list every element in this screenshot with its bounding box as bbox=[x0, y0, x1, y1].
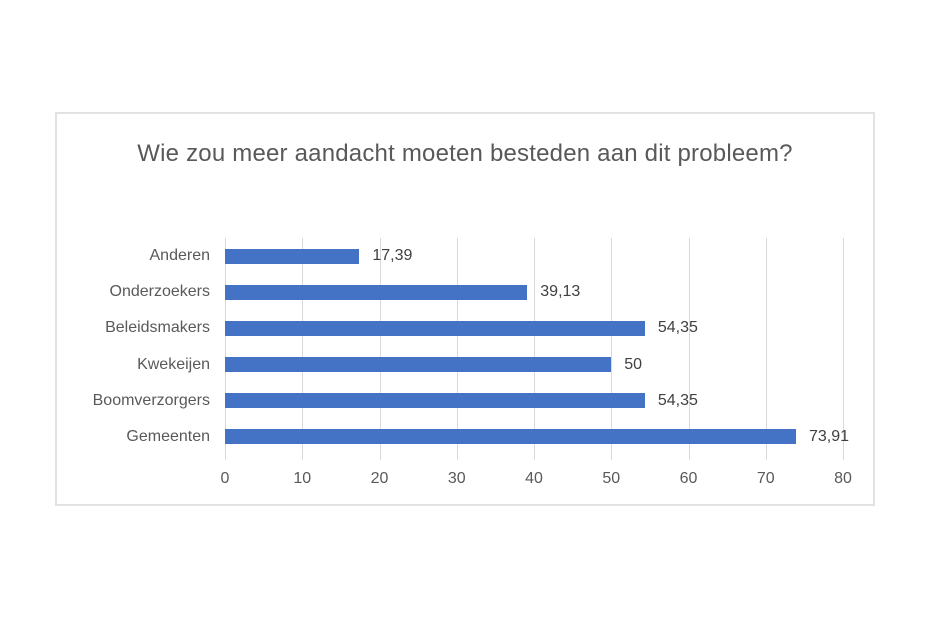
gridline bbox=[611, 238, 613, 460]
x-axis-tick-label: 10 bbox=[293, 470, 312, 487]
category-label: Kwekeijen bbox=[137, 355, 210, 373]
bar-row: Anderen 17,39 bbox=[57, 238, 843, 274]
bar bbox=[225, 320, 645, 336]
value-label: 39,13 bbox=[540, 283, 581, 301]
bar bbox=[225, 429, 796, 445]
gridline bbox=[302, 238, 304, 460]
gridline bbox=[765, 238, 767, 460]
category-label: Gemeenten bbox=[126, 427, 210, 445]
gridline bbox=[843, 238, 844, 460]
gridline bbox=[688, 238, 690, 460]
value-label: 50 bbox=[624, 355, 643, 373]
x-axis-tick-label: 60 bbox=[679, 470, 698, 487]
x-axis-tick-label: 40 bbox=[525, 470, 543, 487]
bar-chart: Wie zou meer aandacht moeten besteden aa… bbox=[55, 112, 875, 506]
x-axis-tick-label: 50 bbox=[602, 470, 621, 487]
bar bbox=[225, 284, 528, 300]
bar-row: Gemeenten 73,91 bbox=[57, 419, 849, 455]
bar-track: 17,39 bbox=[225, 247, 843, 265]
bar-track: 50 bbox=[225, 355, 843, 373]
gridline bbox=[534, 238, 535, 460]
bar-row: Onderzoekers 39,13 bbox=[57, 274, 843, 310]
bar-row: Boomverzorgers 54,35 bbox=[57, 383, 843, 419]
bar-track: 54,35 bbox=[225, 319, 843, 337]
x-axis-tick-label: 30 bbox=[447, 470, 466, 487]
x-axis-tick-label: 20 bbox=[370, 470, 389, 487]
bar-rows: Anderen 17,39 Onderzoekers 39,13 Beleidsmake… bbox=[57, 238, 849, 455]
bar-row: Beleidsmakers 54,35 bbox=[57, 310, 843, 346]
value-label: 54,35 bbox=[657, 319, 698, 337]
bar-track: 73,91 bbox=[225, 428, 849, 445]
value-label: 17,39 bbox=[372, 247, 413, 265]
plot-area: 0 10 20 30 40 50 60 70 80 Anderen 17,39 Onderzoeke… bbox=[57, 238, 873, 487]
category-label: Boomverzorgers bbox=[92, 391, 210, 409]
x-axis-tick-label: 80 bbox=[834, 470, 852, 487]
bar bbox=[225, 393, 645, 409]
gridline bbox=[379, 238, 381, 460]
value-label: 73,91 bbox=[808, 427, 849, 445]
gridline bbox=[225, 238, 226, 460]
bar-track: 54,35 bbox=[225, 391, 843, 409]
x-axis-tick-label: 70 bbox=[756, 470, 775, 487]
bar-row: Kwekeijen 50 bbox=[57, 347, 843, 383]
category-label: Anderen bbox=[149, 247, 211, 265]
gridline bbox=[456, 238, 458, 460]
gridlines: 0 10 20 30 40 50 60 70 80 bbox=[221, 238, 852, 487]
value-label: 54,35 bbox=[657, 391, 698, 409]
bar-track: 39,13 bbox=[225, 283, 843, 301]
category-label: Onderzoekers bbox=[109, 283, 211, 301]
bar bbox=[225, 357, 612, 373]
x-axis-tick-label: 0 bbox=[220, 470, 230, 487]
chart-title: Wie zou meer aandacht moeten besteden aa… bbox=[137, 140, 793, 167]
category-label: Beleidsmakers bbox=[105, 319, 210, 337]
bar bbox=[225, 248, 360, 264]
